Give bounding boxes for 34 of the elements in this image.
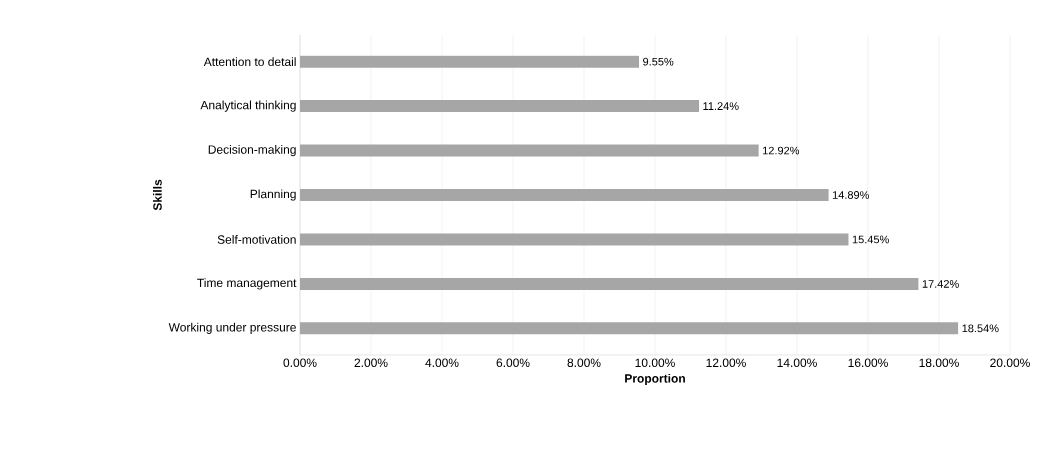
data-label: 17.42% [922, 280, 959, 288]
data-label: 15.45% [852, 235, 889, 244]
data-label: 12.92% [763, 146, 800, 155]
y-axis-title: Skills [152, 179, 162, 211]
y-tick-label: Attention to detail [203, 57, 296, 67]
x-tick-label: 6.00% [496, 358, 530, 368]
x-tick-label: 2.00% [354, 358, 388, 368]
bar [300, 100, 700, 113]
y-tick-label: Time management [197, 278, 297, 290]
y-tick-label: Decision-making [208, 144, 296, 157]
y-tick-label: Planning [250, 189, 296, 201]
x-axis-title: Proportion [625, 373, 685, 386]
x-tick-label: 10.00% [635, 358, 675, 368]
data-label: 14.89% [832, 191, 870, 199]
bar [300, 322, 959, 335]
x-tick-label: 4.00% [425, 358, 459, 368]
data-label: 11.24% [703, 102, 739, 110]
bar [300, 144, 759, 157]
bar [300, 188, 829, 201]
x-tick-label: 20.00% [990, 358, 1030, 368]
data-label: 9.55% [643, 57, 674, 66]
x-tick-label: 0.00% [283, 358, 317, 368]
bar [300, 277, 919, 290]
y-tick-label: Working under pressure [168, 322, 296, 334]
x-tick-label: 16.00% [848, 358, 888, 368]
x-tick-label: 8.00% [567, 358, 601, 368]
x-tick-label: 12.00% [706, 358, 746, 368]
data-label: 18.54% [962, 324, 999, 333]
bar [300, 55, 640, 68]
y-tick-label: Analytical thinking [200, 100, 296, 112]
x-tick-label: 14.00% [777, 358, 817, 368]
y-tick-label: Self-motivation [217, 235, 296, 244]
bar [300, 233, 849, 246]
x-tick-label: 18.00% [919, 358, 959, 368]
